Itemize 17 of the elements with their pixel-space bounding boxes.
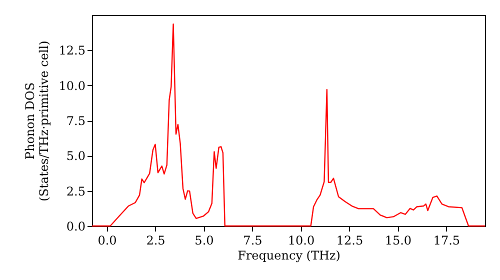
x-tick-label: 12.5 bbox=[336, 234, 364, 248]
x-tick-label: 15.0 bbox=[384, 234, 412, 248]
y-tick-label: 2.5 bbox=[66, 184, 86, 198]
y-tick-label: 0.0 bbox=[66, 220, 86, 234]
x-tick-label: 5.0 bbox=[194, 234, 214, 248]
line-series bbox=[91, 24, 486, 227]
x-tick-label: 17.5 bbox=[433, 234, 460, 248]
x-tick-label: 7.5 bbox=[243, 234, 262, 248]
x-tick-label: 2.5 bbox=[146, 234, 166, 248]
y-axis-title: Phonon DOS (States/THz·primitive cell) bbox=[22, 40, 51, 202]
x-tick-label: 10.0 bbox=[288, 234, 315, 248]
y-tick-label: 7.5 bbox=[66, 114, 86, 128]
y-tick-label: 5.0 bbox=[66, 149, 86, 164]
y-tick-label: 12.5 bbox=[58, 44, 86, 58]
x-tick-label: 0.0 bbox=[98, 234, 117, 248]
y-tick-label: 10.0 bbox=[58, 78, 86, 93]
x-axis-title: Frequency (THz) bbox=[238, 248, 340, 262]
